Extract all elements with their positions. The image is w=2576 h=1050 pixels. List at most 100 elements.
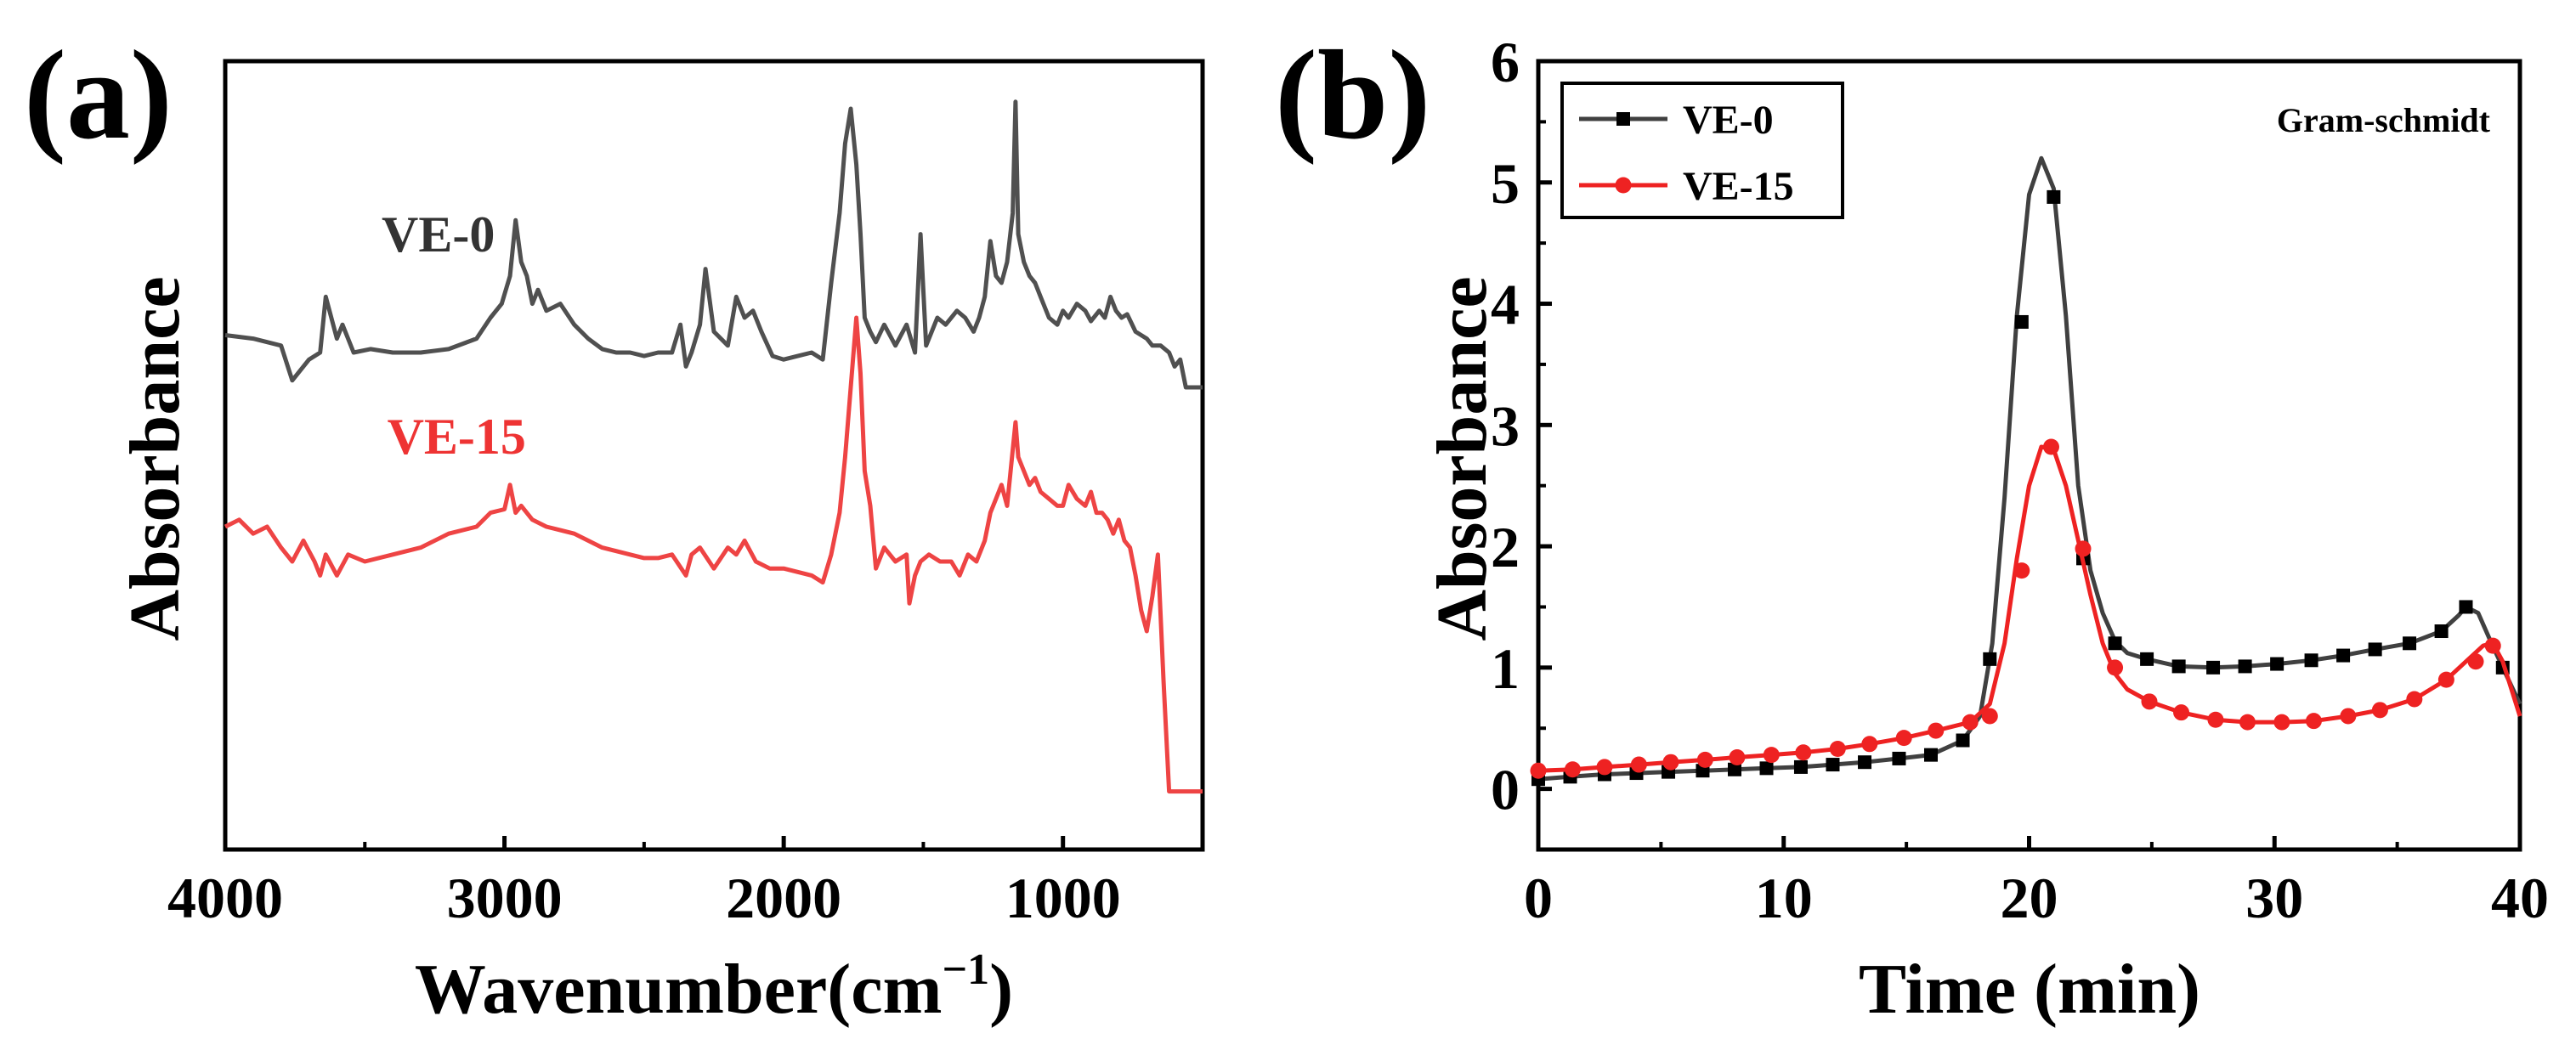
panel-b-marker-ve-0 — [2014, 314, 2029, 329]
panel-b-marker-ve-15 — [1861, 736, 1878, 753]
panel-a-x-tick-label: 1000 — [1005, 866, 1121, 930]
panel-b-legend-marker-ve-0 — [1616, 112, 1630, 126]
panel-b-marker-ve-15 — [2305, 713, 2322, 730]
panel-b-y-axis-title: Absorbance — [1423, 276, 1502, 641]
panel-b-marker-ve-15 — [2406, 691, 2423, 708]
panel-a-series-line-ve-15 — [224, 315, 1203, 794]
panel-a-x-axis-title-end: ) — [989, 950, 1013, 1029]
panel-a-ftir-chart: (a) VE-0 VE-15 4000 3000 2000 1000 Absorbanc… — [24, 25, 1205, 1029]
panel-b-marker-ve-15 — [2371, 702, 2388, 719]
panel-b-marker-ve-15 — [2484, 637, 2501, 654]
panel-b-marker-ve-15 — [1795, 744, 1812, 761]
panel-a-x-axis-title-main: Wavenumber(cm — [415, 950, 943, 1029]
panel-b-marker-ve-15 — [2273, 714, 2290, 731]
panel-b-marker-ve-15 — [2013, 562, 2030, 579]
panel-b-marker-ve-0 — [2270, 657, 2284, 671]
panel-b-marker-ve-15 — [1763, 747, 1780, 764]
panel-b-marker-ve-15 — [1829, 741, 1846, 758]
panel-a-series-line-ve-0 — [224, 99, 1203, 390]
panel-a-plot-frame — [223, 59, 1205, 852]
panel-b-marker-ve-0 — [1892, 751, 1906, 765]
panel-b-marker-ve-0 — [2434, 624, 2449, 639]
panel-b-marker-ve-15 — [1596, 759, 1613, 776]
panel-b-marker-ve-15 — [1696, 751, 1713, 768]
panel-b-x-tick-label: 20 — [2001, 866, 2058, 930]
panel-b-marker-ve-0 — [1728, 762, 1741, 776]
panel-b-legend: VE-0 VE-15 — [1560, 82, 1844, 219]
panel-b-marker-ve-15 — [2340, 708, 2357, 725]
panel-b-marker-ve-0 — [2336, 648, 2351, 663]
panel-b-marker-ve-15 — [2042, 438, 2059, 455]
panel-a-series-annotation-ve-0: VE-0 — [382, 206, 495, 262]
panel-b-marker-ve-15 — [2437, 671, 2454, 688]
panel-a-x-axis-title-superscript: −1 — [942, 946, 989, 994]
panel-b-marker-ve-0 — [1826, 758, 1840, 772]
panel-b-marker-ve-15 — [1662, 754, 1679, 771]
panel-a-x-ticks: 4000 3000 2000 1000 — [167, 836, 1204, 930]
panel-b-marker-ve-0 — [1858, 755, 1872, 770]
panel-b-series-group — [1530, 155, 2522, 787]
panel-b-annotation-gram-schmidt: Gram-schmidt — [2277, 101, 2491, 139]
panel-b-marker-ve-0 — [2459, 600, 2473, 614]
panel-a-series-annotation-ve-15: VE-15 — [388, 409, 526, 465]
panel-b-y-tick-label: 0 — [1491, 758, 1520, 822]
panel-b-y-tick-label: 1 — [1491, 636, 1520, 701]
panel-b-marker-ve-0 — [2047, 189, 2061, 204]
panel-b-marker-ve-0 — [2403, 636, 2417, 651]
panel-b-marker-ve-15 — [1962, 714, 1979, 731]
panel-b-marker-ve-0 — [2368, 642, 2382, 657]
panel-b-marker-ve-0 — [2108, 636, 2122, 651]
panel-b-marker-ve-15 — [2239, 714, 2256, 731]
panel-b-marker-ve-15 — [1630, 756, 1647, 773]
panel-b-marker-ve-0 — [2171, 659, 2186, 674]
panel-b-y-tick-label: 4 — [1491, 273, 1520, 337]
panel-b-marker-ve-15 — [2107, 659, 2124, 676]
panel-b-marker-ve-15 — [1729, 748, 1746, 765]
panel-b-marker-ve-0 — [1983, 652, 1997, 666]
panel-b-marker-ve-15 — [2141, 693, 2158, 710]
panel-b-marker-ve-15 — [2075, 540, 2092, 557]
panel-b-x-axis-title: Time (min) — [1859, 950, 2200, 1029]
panel-b-marker-ve-0 — [2238, 659, 2252, 674]
panel-b-legend-label-ve-15: VE-15 — [1683, 164, 1794, 209]
panel-b-x-tick-label: 0 — [1524, 866, 1553, 930]
panel-b-marker-ve-15 — [1928, 722, 1945, 739]
panel-b-marker-ve-0 — [1759, 761, 1774, 776]
panel-b-legend-label-ve-0: VE-0 — [1683, 98, 1774, 143]
panel-a-x-axis-title: Wavenumber(cm−1) — [415, 946, 1013, 1029]
panel-b-legend-box — [1560, 82, 1844, 219]
panel-b-marker-ve-0 — [1956, 733, 1970, 748]
panel-b-marker-ve-0 — [1924, 748, 1938, 762]
panel-b-marker-ve-15 — [1530, 762, 1547, 779]
panel-a-label: (a) — [24, 25, 173, 166]
panel-b-marker-ve-15 — [2207, 711, 2224, 728]
panel-b-marker-ve-0 — [1793, 759, 1808, 774]
panel-b-y-tick-label: 2 — [1491, 515, 1520, 579]
panel-b-y-ticks: 0 1 2 3 4 5 6 — [1491, 30, 1552, 851]
panel-b-y-tick-label: 3 — [1491, 393, 1520, 458]
panel-b-x-tick-label: 10 — [1755, 866, 1813, 930]
panel-a-y-axis-title: Absorbance — [116, 276, 195, 641]
panel-b-marker-ve-15 — [2467, 653, 2484, 670]
panel-b-label: (b) — [1275, 25, 1430, 166]
panel-b-series-line-ve-0 — [1537, 155, 2522, 782]
panel-a-x-tick-label: 2000 — [726, 866, 841, 930]
panel-b-y-tick-label: 6 — [1491, 30, 1520, 94]
panel-a-x-tick-label: 3000 — [447, 866, 563, 930]
panel-b-marker-ve-15 — [1981, 708, 1998, 725]
panel-b-x-tick-label: 40 — [2491, 866, 2549, 930]
panel-b-series-line-ve-15 — [1537, 444, 2522, 773]
panel-b-marker-ve-0 — [2140, 652, 2154, 666]
panel-b-marker-ve-15 — [2173, 704, 2190, 721]
panel-a-annotations: VE-0 VE-15 — [382, 206, 526, 465]
panel-b-y-tick-label: 5 — [1491, 151, 1520, 216]
panel-a-x-tick-label: 4000 — [167, 866, 283, 930]
panel-b-marker-ve-15 — [1895, 730, 1912, 747]
panel-a-series-group — [224, 99, 1203, 794]
panel-b-marker-ve-15 — [1564, 761, 1581, 778]
panel-b-legend-marker-ve-15 — [1615, 177, 1632, 194]
panel-b-marker-ve-0 — [2304, 653, 2318, 668]
panel-b-x-tick-label: 30 — [2245, 866, 2303, 930]
